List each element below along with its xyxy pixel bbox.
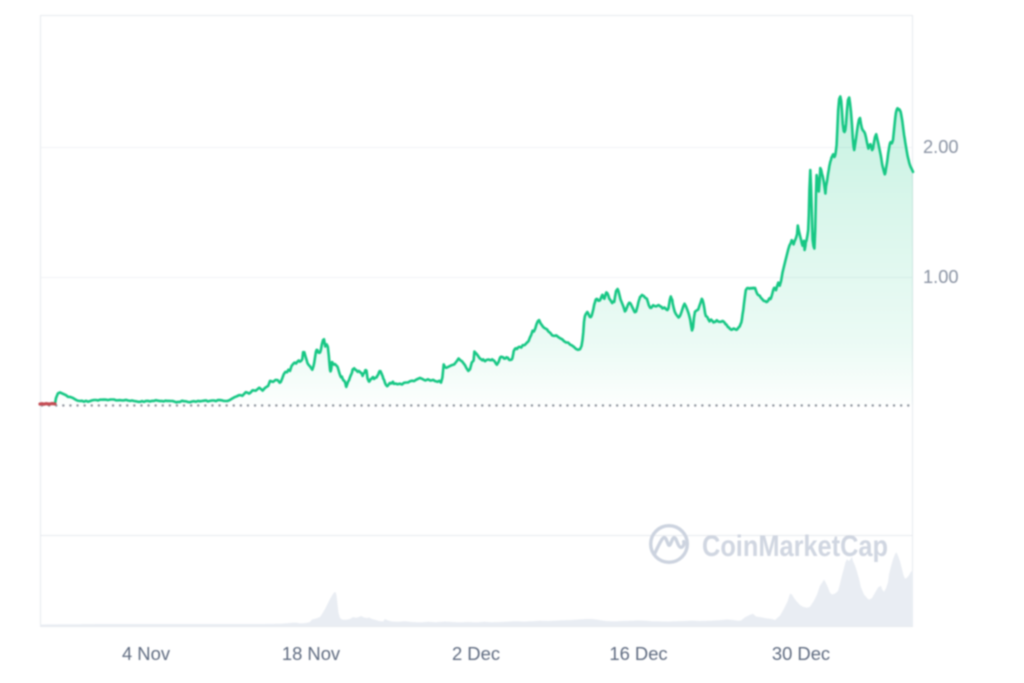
svg-text:4 Nov: 4 Nov	[122, 643, 171, 664]
svg-text:2 Dec: 2 Dec	[452, 643, 500, 664]
svg-text:30 Dec: 30 Dec	[772, 643, 830, 664]
svg-text:1.00: 1.00	[923, 266, 959, 287]
svg-text:18 Nov: 18 Nov	[282, 643, 341, 664]
svg-text:2.00: 2.00	[923, 136, 959, 157]
svg-text:16 Dec: 16 Dec	[609, 643, 667, 664]
svg-text:CoinMarketCap: CoinMarketCap	[702, 530, 888, 563]
